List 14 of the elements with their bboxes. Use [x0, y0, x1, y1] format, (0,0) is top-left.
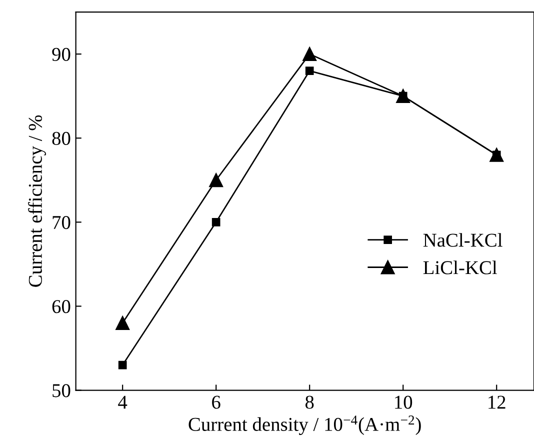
x-tick-label: 12 — [488, 396, 506, 409]
legend-label: LiCl-KCl — [423, 260, 497, 274]
x-tick-label: 4 — [118, 396, 128, 409]
legend-label: NaCl-KCl — [423, 233, 502, 247]
y-axis-title: Current efficiency / % — [28, 115, 46, 287]
x-tick-label: 10 — [395, 396, 412, 409]
y-tick-label: 50 — [52, 384, 70, 398]
x-tick-label: 6 — [212, 396, 220, 409]
y-tick-label: 70 — [52, 216, 70, 230]
x-axis-title: Current density / 10$^{−4}$(A·m$^{−2}$) — [188, 416, 421, 435]
y-tick-label: 60 — [52, 300, 70, 314]
x-tick-label: 8 — [305, 396, 314, 409]
y-tick-label: 90 — [52, 48, 70, 61]
y-tick-label: 80 — [52, 132, 70, 146]
